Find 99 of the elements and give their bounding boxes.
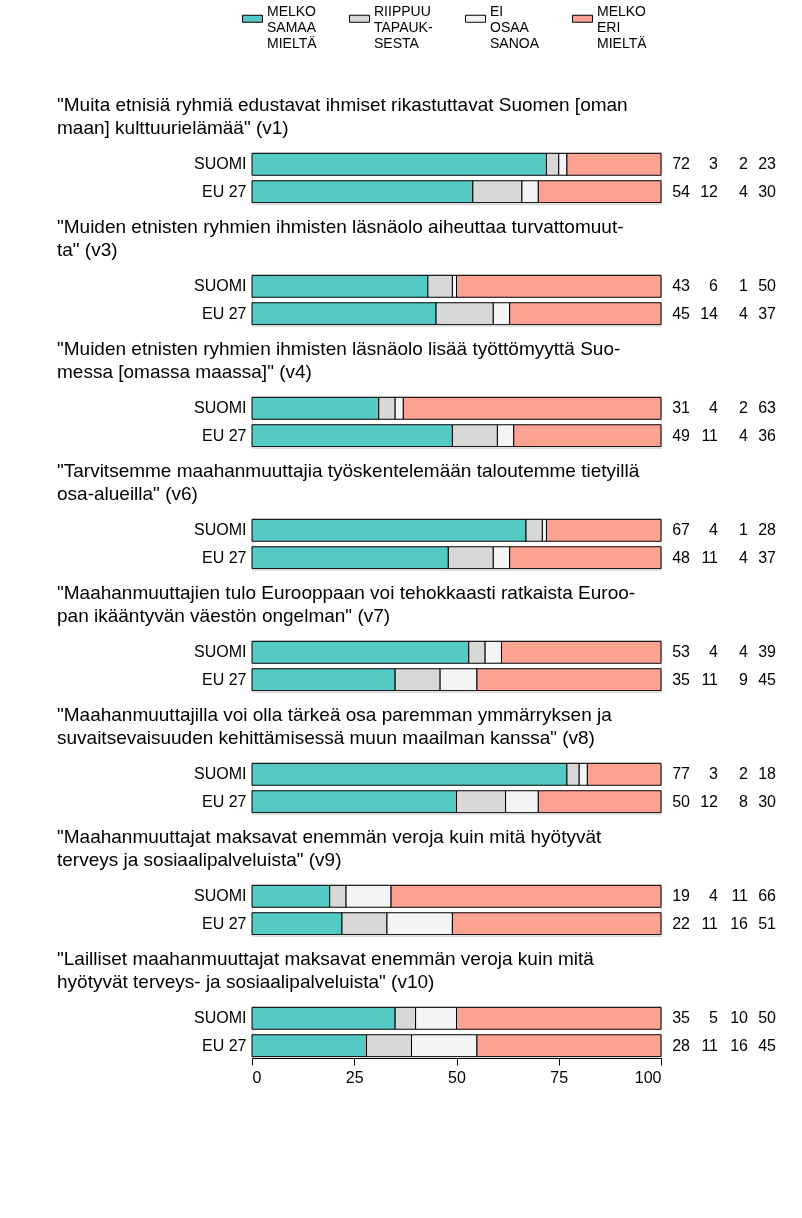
- data-label: 28: [672, 1036, 691, 1054]
- y-tick-label: EU 27: [202, 426, 247, 444]
- data-label: 12: [700, 182, 719, 200]
- y-tick-label: SUOMI: [194, 765, 247, 783]
- legend-label: MELKO ERI MIELTÄ: [597, 2, 648, 51]
- y-tick-label: EU 27: [202, 304, 247, 322]
- data-label: 77: [672, 765, 691, 783]
- data-label: 30: [758, 792, 777, 810]
- data-label: 72: [672, 155, 691, 173]
- data-label: 11: [701, 670, 719, 688]
- data-label: 39: [758, 643, 777, 661]
- data-label: 8: [739, 792, 749, 810]
- data-label: 45: [758, 670, 777, 688]
- data-label: 43: [672, 277, 691, 295]
- chart-title: "Maahanmuuttajat maksavat enemmän veroja kuin mitä hyötyvät terveys ja sosiaalipalveluista" (v9): [57, 826, 602, 870]
- data-label: 45: [758, 1036, 777, 1054]
- data-label: 16: [730, 914, 749, 932]
- chart-title: "Maahanmuuttajien tulo Eurooppaan voi tehokkaasti ratkaista Euroo- pan ikääntyvän väestön ongelman" (v7): [57, 582, 636, 626]
- data-label: 4: [709, 521, 719, 539]
- data-label: 63: [758, 399, 777, 417]
- data-label: 2: [739, 765, 749, 783]
- data-label: 11: [701, 426, 719, 444]
- chart-title: "Muiden etnisten ryhmien ihmisten läsnäolo aiheuttaa turvattomuut- ta" (v3): [57, 216, 624, 260]
- data-label: 4: [739, 548, 749, 566]
- x-tick-label: 0: [252, 1068, 262, 1086]
- chart-title: "Maahanmuuttajilla voi olla tärkeä osa paremman ymmärryksen ja suvaitsevaisuuden kehittämisessä muun maailman kanssa" (v8): [57, 704, 613, 748]
- data-label: 53: [672, 643, 691, 661]
- data-label: 2: [739, 155, 749, 173]
- chart-title: "Tarvitsemme maahanmuuttajia työskentelemään taloutemme tietyillä osa-alueilla" (v6): [57, 460, 640, 504]
- data-label: 19: [672, 887, 691, 905]
- y-tick-label: EU 27: [202, 1036, 247, 1054]
- legend-label: EI OSAA SANOA: [490, 2, 540, 51]
- y-tick-label: EU 27: [202, 914, 247, 932]
- data-label: 37: [758, 304, 777, 322]
- y-tick-label: SUOMI: [194, 1009, 247, 1027]
- y-tick-label: SUOMI: [194, 643, 247, 661]
- data-label: 14: [700, 304, 719, 322]
- data-label: 4: [739, 182, 749, 200]
- data-label: 45: [672, 304, 691, 322]
- data-label: 4: [709, 399, 719, 417]
- data-label: 49: [672, 426, 691, 444]
- data-label: 1: [739, 277, 749, 295]
- data-label: 37: [758, 548, 777, 566]
- data-label: 28: [758, 521, 777, 539]
- data-label: 11: [701, 914, 719, 932]
- data-label: 67: [672, 521, 691, 539]
- x-tick-label: 75: [550, 1068, 569, 1086]
- data-label: 35: [672, 1009, 691, 1027]
- chart-title: "Muiden etnisten ryhmien ihmisten läsnäolo lisää työttömyyttä Suo- messa [omassa maassa]" (v4): [57, 338, 621, 382]
- x-tick-label: 25: [345, 1068, 364, 1086]
- y-tick-label: SUOMI: [194, 277, 247, 295]
- data-label: 22: [672, 914, 691, 932]
- data-label: 30: [758, 182, 777, 200]
- data-label: 4: [709, 643, 719, 661]
- data-label: 11: [701, 548, 719, 566]
- bar: [456, 274, 662, 298]
- data-label: 9: [739, 670, 749, 688]
- y-tick-label: EU 27: [202, 548, 247, 566]
- x-tick-label: 50: [448, 1068, 466, 1086]
- data-label: 4: [739, 643, 749, 661]
- data-label: 18: [758, 765, 777, 783]
- data-label: 5: [709, 1009, 719, 1027]
- data-label: 16: [730, 1036, 749, 1054]
- data-label: 11: [731, 887, 749, 905]
- bar: [545, 518, 662, 542]
- data-label: 51: [758, 914, 777, 932]
- chart-title: "Lailliset maahanmuuttajat maksavat enemmän veroja kuin mitä hyötyvät terveys- ja sosiaalipalveluista" (v10): [57, 948, 595, 992]
- data-label: 23: [758, 155, 777, 173]
- legend-label: MELKO SAMAA MIELTÄ: [267, 2, 318, 51]
- data-label: 35: [672, 670, 691, 688]
- data-label: 31: [672, 399, 691, 417]
- data-label: 66: [758, 887, 777, 905]
- data-label: 50: [758, 277, 777, 295]
- data-label: 12: [700, 792, 719, 810]
- data-label: 4: [739, 304, 749, 322]
- data-label: 50: [672, 792, 691, 810]
- data-label: 50: [758, 1009, 777, 1027]
- y-tick-label: SUOMI: [194, 399, 247, 417]
- data-label: 36: [758, 426, 777, 444]
- chart-title: "Muita etnisiä ryhmiä edustavat ihmiset rikastuttavat Suomen [oman maan] kulttuurielämää" (v1): [57, 94, 628, 138]
- data-label: 6: [709, 277, 719, 295]
- data-label: 48: [672, 548, 691, 566]
- data-label: 3: [709, 155, 719, 173]
- y-tick-label: EU 27: [202, 182, 247, 200]
- data-label: 10: [730, 1009, 749, 1027]
- y-tick-label: EU 27: [202, 670, 247, 688]
- y-tick-label: EU 27: [202, 792, 247, 810]
- y-tick-label: SUOMI: [194, 521, 247, 539]
- y-tick-label: SUOMI: [194, 887, 247, 905]
- data-label: 4: [709, 887, 719, 905]
- x-tick-label: 100: [634, 1068, 662, 1086]
- data-label: 54: [672, 182, 691, 200]
- data-label: 11: [701, 1036, 719, 1054]
- data-label: 1: [739, 521, 749, 539]
- legend-label: RIIPPUU TAPAUK- SESTA: [374, 2, 433, 51]
- y-tick-label: SUOMI: [194, 155, 247, 173]
- data-label: 4: [739, 426, 749, 444]
- data-label: 2: [739, 399, 749, 417]
- data-label: 3: [709, 765, 719, 783]
